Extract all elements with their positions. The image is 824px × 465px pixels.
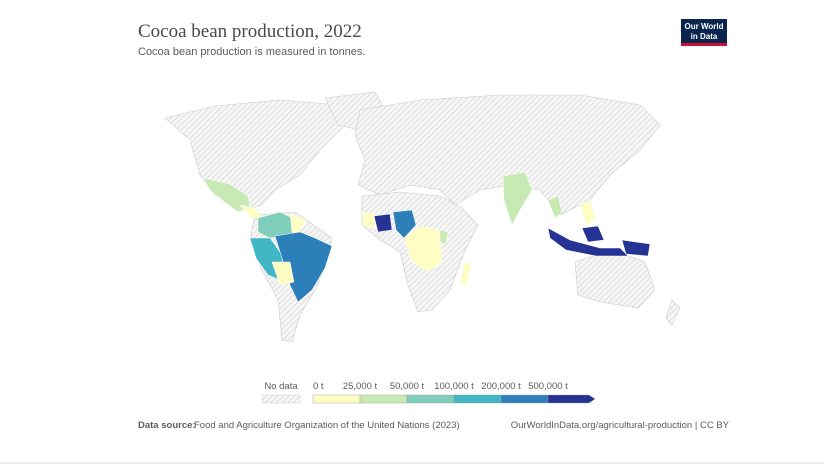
legend-swatch bbox=[453, 394, 502, 404]
central-africa bbox=[403, 225, 443, 273]
legend-label: 25,000 t bbox=[343, 381, 378, 392]
logo-box bbox=[681, 19, 727, 46]
new-zealand bbox=[665, 299, 681, 326]
legend-label: 100,000 t bbox=[434, 381, 474, 392]
legend-swatch bbox=[359, 394, 408, 404]
mexico bbox=[202, 177, 251, 213]
subtitle: Cocoa bean production is measured in ton… bbox=[138, 46, 365, 58]
map bbox=[164, 91, 681, 343]
logo: Our World in Data bbox=[681, 19, 727, 46]
legend-label: 0 t bbox=[313, 381, 324, 392]
bolivia bbox=[271, 261, 295, 286]
legend-swatch bbox=[500, 394, 549, 404]
papua bbox=[621, 239, 651, 257]
source: Food and Agriculture Organization of the… bbox=[194, 420, 460, 431]
madagascar bbox=[459, 261, 472, 287]
license: OurWorldInData.org/agricultural-producti… bbox=[511, 420, 730, 431]
logo-bar bbox=[681, 43, 727, 46]
legend: No data 0 t 25,000 t 50,000 t 100,000 t 200,… bbox=[261, 381, 596, 404]
title: Cocoa bean production, 2022 bbox=[138, 21, 362, 42]
nigeria-cameroon bbox=[392, 209, 417, 239]
east-africa bbox=[439, 229, 449, 245]
west-africa bbox=[361, 211, 377, 229]
legend-swatch bbox=[547, 394, 596, 404]
legend-label: 500,000 t bbox=[528, 381, 568, 392]
ivory-coast bbox=[373, 213, 393, 233]
legend-label: 50,000 t bbox=[390, 381, 425, 392]
legend-swatch bbox=[406, 394, 455, 404]
southeast-asia bbox=[547, 195, 563, 219]
philippines-vietnam bbox=[579, 199, 597, 225]
legend-label: 200,000 t bbox=[481, 381, 521, 392]
logo-text: in Data bbox=[691, 32, 718, 41]
no-data-swatch bbox=[261, 394, 301, 404]
borneo-sulawesi bbox=[581, 225, 605, 243]
eurasia bbox=[354, 94, 661, 216]
india bbox=[502, 171, 533, 226]
legend-swatch bbox=[312, 394, 361, 404]
source-label: Data source: bbox=[138, 420, 196, 431]
legend-label: No data bbox=[264, 381, 298, 392]
indonesia bbox=[547, 227, 629, 257]
logo-text: Our World bbox=[685, 22, 724, 31]
